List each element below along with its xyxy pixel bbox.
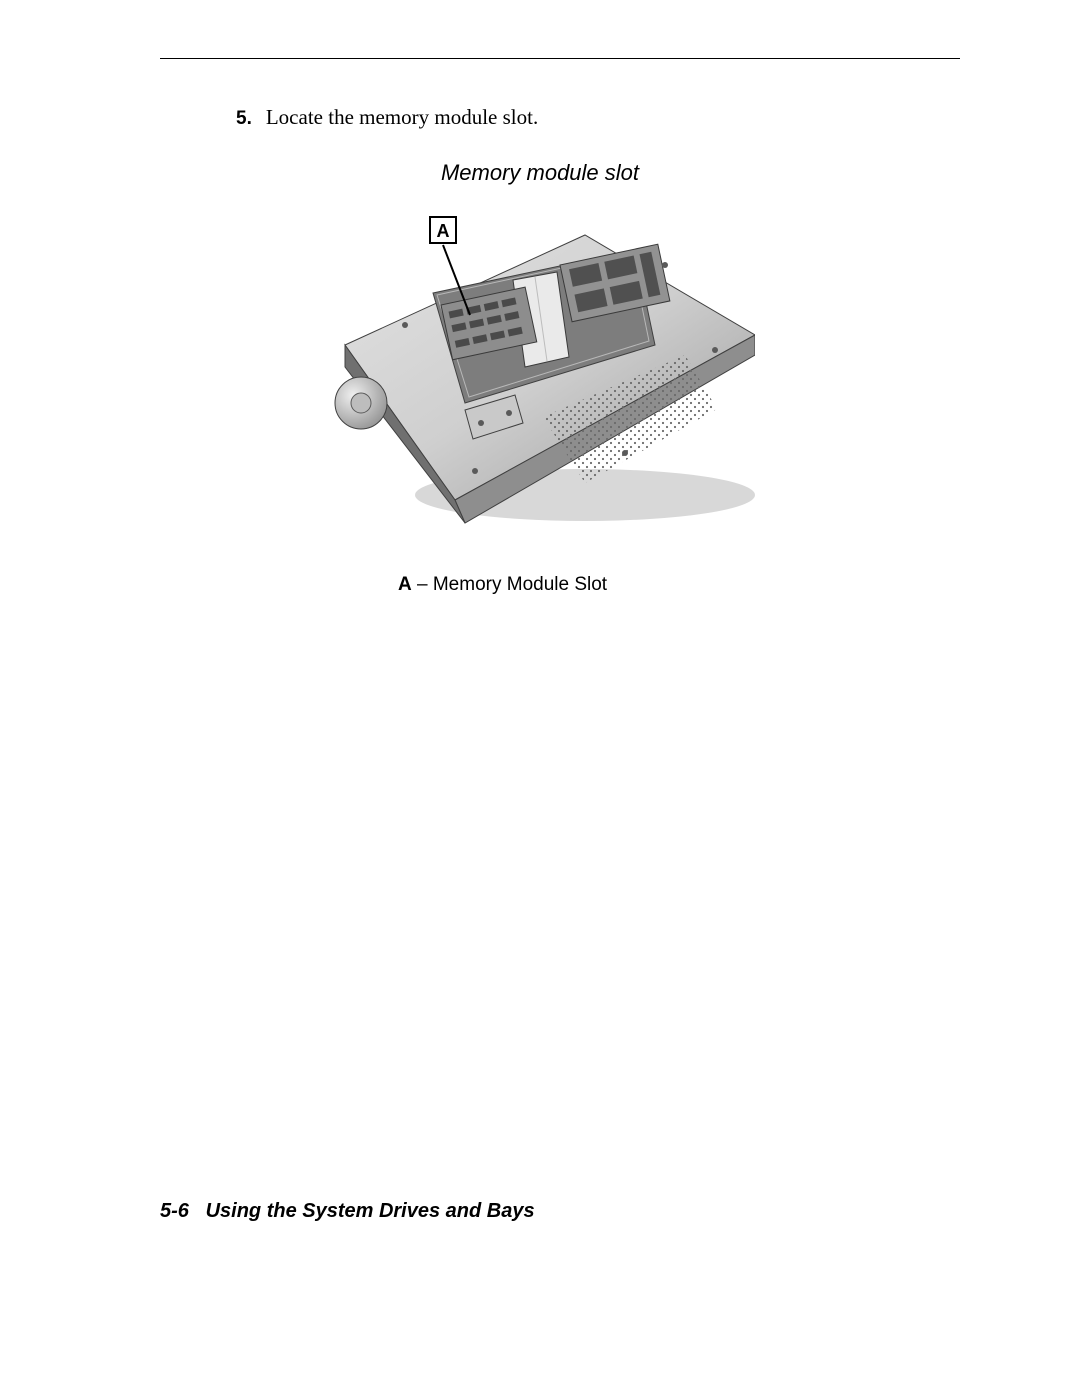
- step-number: 5.: [236, 108, 252, 129]
- page-footer: 5-6 Using the System Drives and Bays: [160, 1200, 535, 1223]
- top-horizontal-rule: [160, 58, 960, 59]
- step-text: Locate the memory module slot.: [266, 105, 538, 129]
- legend-sep: –: [412, 574, 433, 595]
- step-line: 5. Locate the memory module slot.: [236, 104, 538, 132]
- footer-section-title: Using the System Drives and Bays: [206, 1200, 535, 1222]
- footer-page-ref: 5-6: [160, 1200, 189, 1222]
- figure-image: A: [0, 205, 1080, 535]
- figure-legend: A – Memory Module Slot: [398, 574, 607, 596]
- figure-caption: Memory module slot: [0, 160, 1080, 186]
- callout-label: A: [437, 221, 450, 241]
- legend-key: A: [398, 574, 412, 595]
- legend-text: Memory Module Slot: [433, 574, 607, 595]
